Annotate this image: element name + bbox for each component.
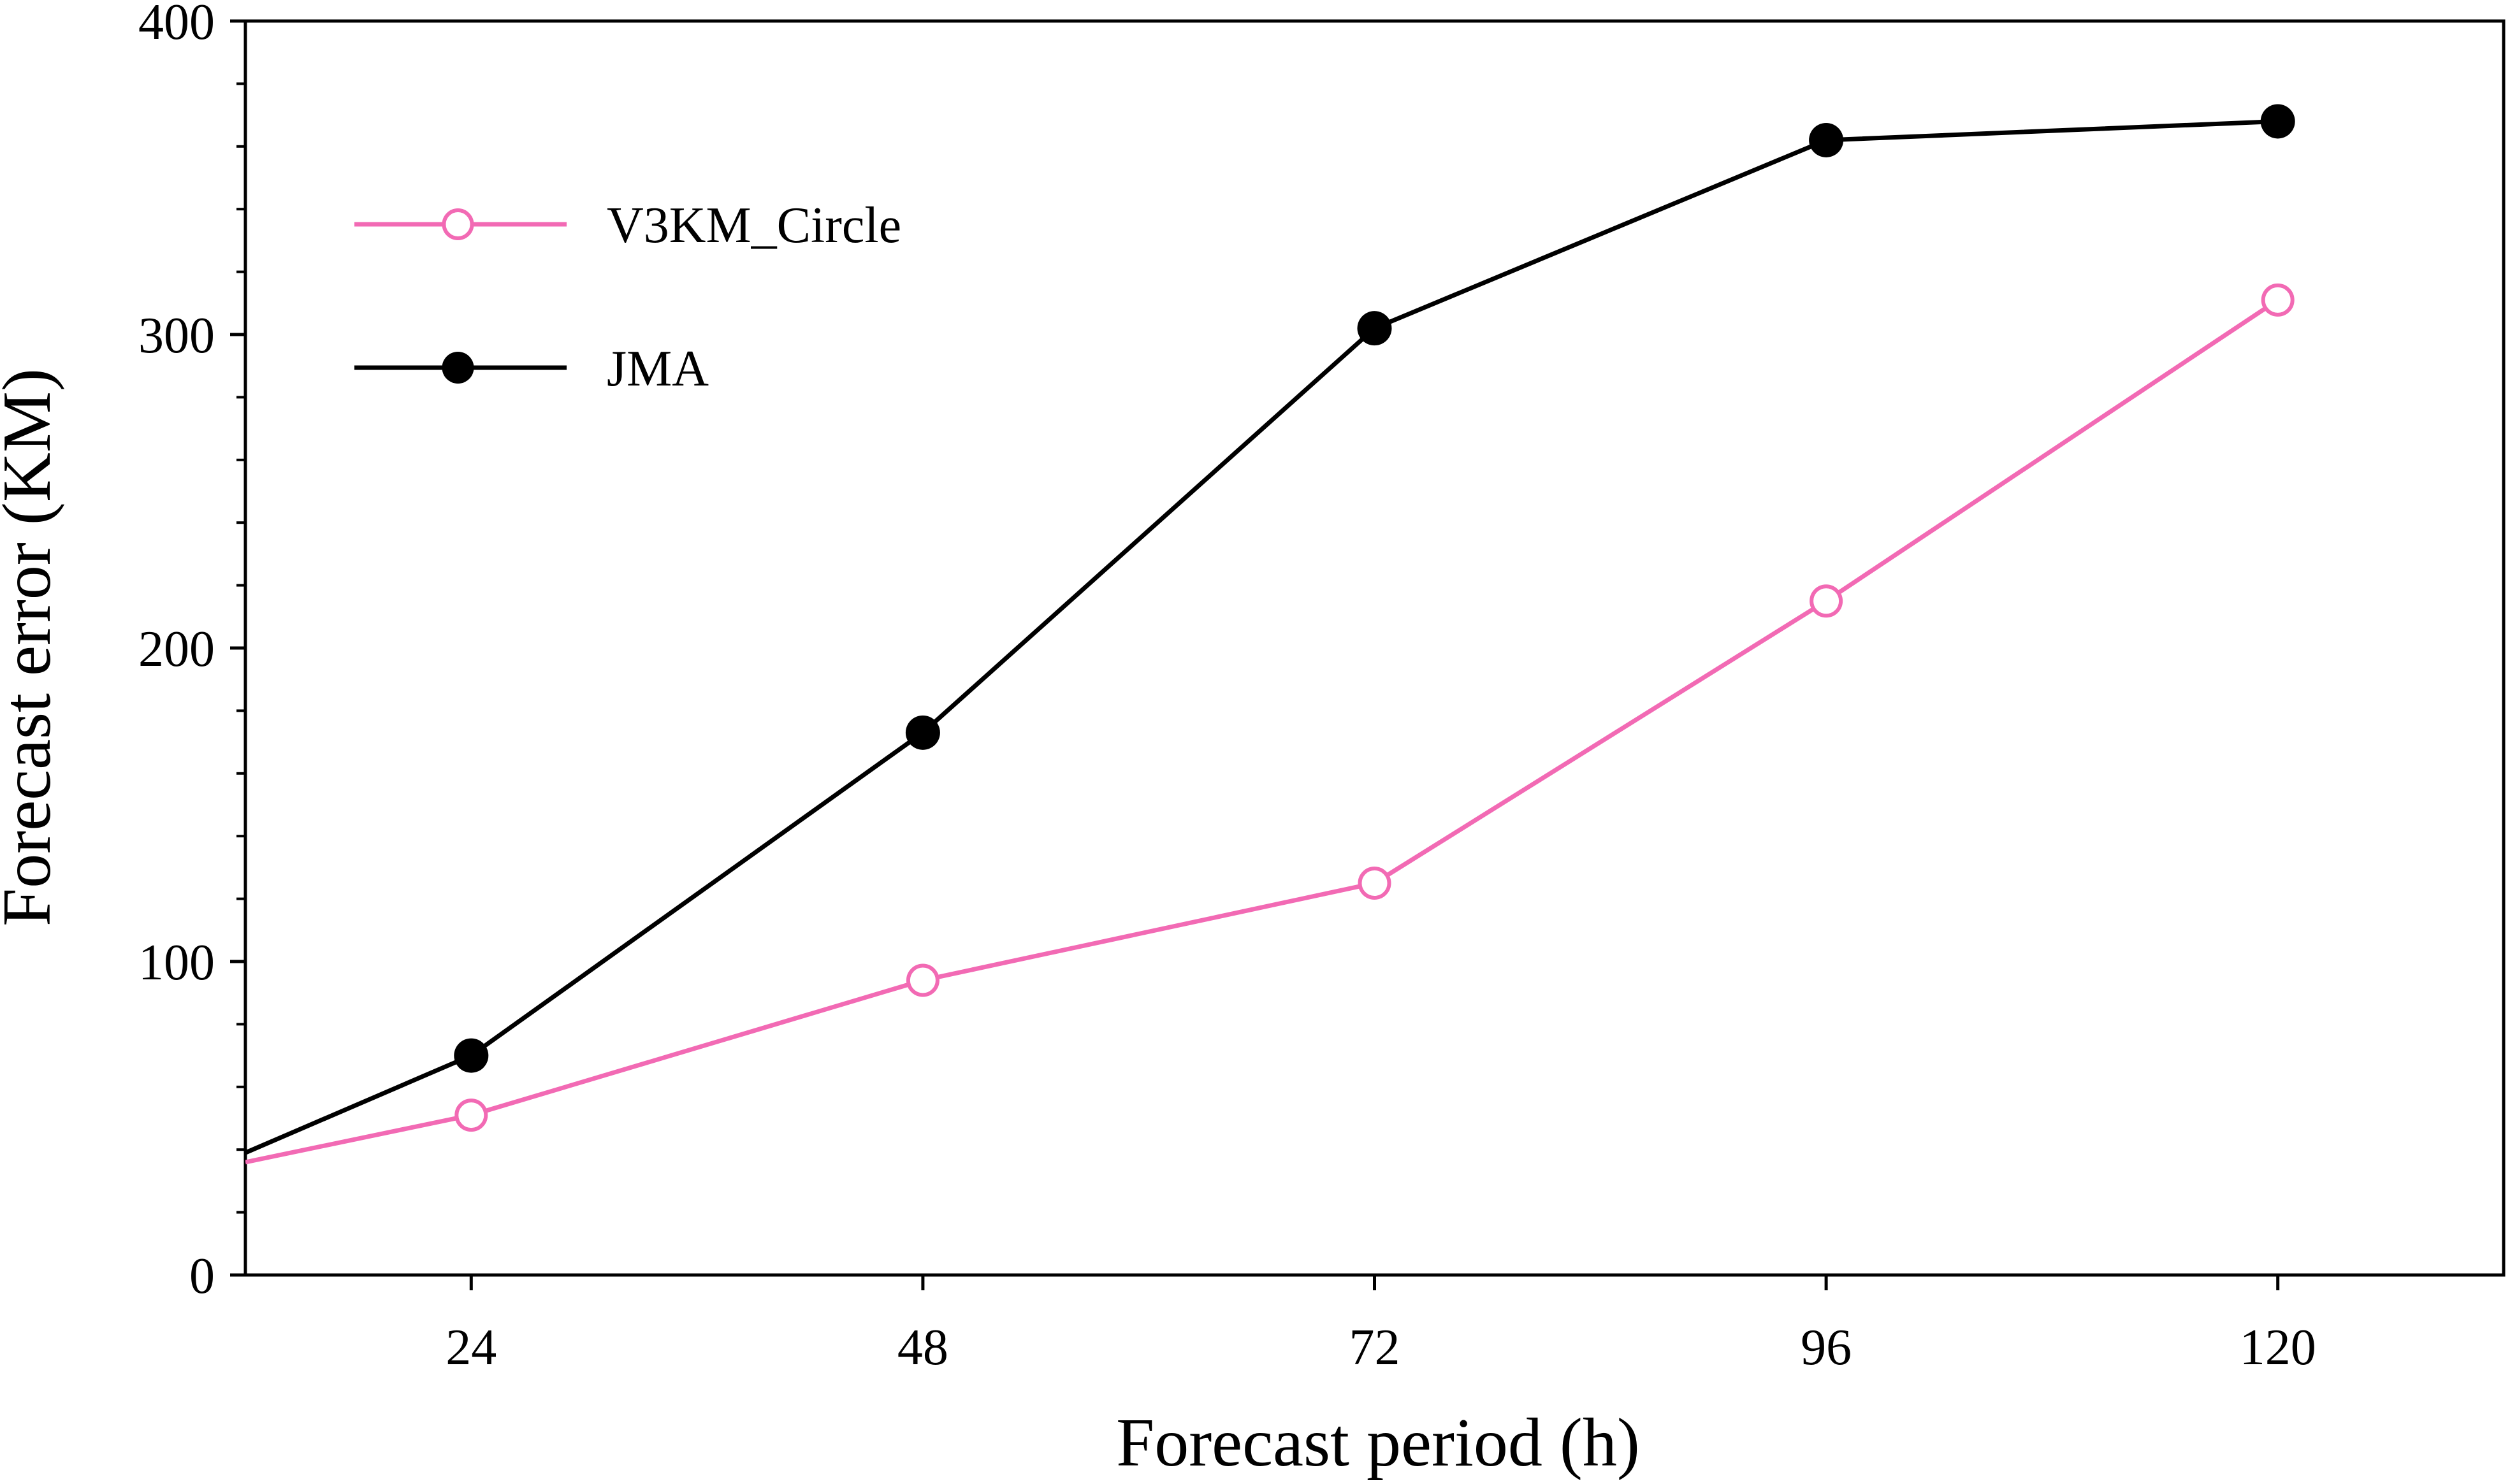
x-tick-label: 72 (1349, 1320, 1400, 1376)
axes: 0 100 200 300 400 24 48 72 96 120 (138, 0, 2506, 1376)
data-point (454, 1099, 488, 1132)
legend-label: JMA (607, 341, 709, 397)
y-tick-label: 0 (189, 1248, 215, 1304)
series-line (245, 119, 2278, 1155)
series-line (245, 298, 2279, 1165)
y-tick-label: 100 (138, 935, 215, 991)
data-point (2260, 104, 2295, 139)
legend-marker (442, 352, 474, 384)
data-point (905, 715, 940, 750)
data-point (906, 963, 939, 997)
y-axis-title: Forecast error (KM) (0, 368, 65, 926)
x-tick-label: 48 (897, 1320, 948, 1376)
y-tick-label: 300 (138, 308, 215, 364)
x-tick-label: 24 (446, 1320, 497, 1376)
y-tick-label: 400 (138, 0, 215, 50)
y-tick-label: 200 (138, 621, 215, 677)
x-tick-label: 120 (2240, 1320, 2316, 1376)
legend: V3KM_Circle JMA (354, 198, 901, 397)
data-point (1809, 122, 1844, 157)
data-point (1358, 867, 1391, 900)
series-layer (245, 104, 2295, 1165)
data-point (1810, 584, 1843, 618)
data-point (454, 1038, 489, 1073)
data-point (1357, 311, 1392, 346)
x-axis-title: Forecast period (h) (1116, 1405, 1640, 1481)
x-tick-label: 96 (1801, 1320, 1852, 1376)
legend-marker (442, 208, 474, 240)
legend-label: V3KM_Circle (607, 198, 901, 254)
series-jma (245, 104, 2295, 1155)
plot-frame (243, 19, 2506, 1277)
data-point (2261, 283, 2295, 317)
legend-item: V3KM_Circle (354, 198, 901, 254)
legend-item: JMA (354, 341, 709, 397)
series-v3km-circle (245, 283, 2295, 1165)
